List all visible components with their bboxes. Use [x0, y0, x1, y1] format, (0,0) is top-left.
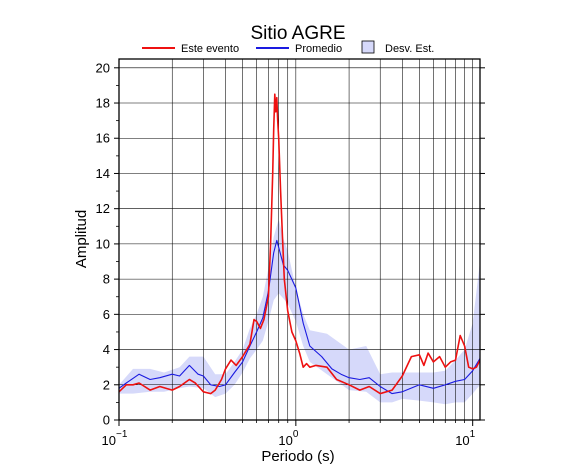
- chart-title: Sitio AGRE: [250, 23, 345, 44]
- x-tick-label: 10 −1: [102, 429, 128, 448]
- x-tick-label-exponent: 1: [470, 429, 476, 440]
- x-tick-label-base: 10: [102, 433, 116, 448]
- legend-label: Desv. Est.: [385, 43, 434, 55]
- x-tick-label-exponent: −1: [116, 429, 128, 440]
- y-tick-label: 16: [96, 131, 110, 146]
- x-tick-label-base: 10: [278, 433, 292, 448]
- x-tick-label-exponent: 0: [293, 429, 299, 440]
- legend-item: Promedio: [256, 43, 342, 55]
- legend-item: Este evento: [142, 43, 239, 55]
- legend-patch-swatch: [361, 40, 375, 54]
- x-tick-label-base: 10: [455, 433, 469, 448]
- legend-label: Este evento: [181, 43, 239, 55]
- y-tick-label: 0: [103, 413, 110, 428]
- std-dev-band: [119, 219, 480, 405]
- x-tick-label: 10 1: [455, 429, 475, 448]
- series-line-este-evento: [119, 93, 480, 395]
- chart-legend: Este evento Promedio Desv. Est.: [142, 40, 434, 55]
- y-tick-label: 18: [96, 96, 110, 111]
- y-tick-label: 10: [96, 236, 110, 251]
- x-axis-label: Periodo (s): [261, 448, 334, 465]
- y-tick-label: 12: [96, 201, 110, 216]
- y-tick-label: 6: [103, 307, 110, 322]
- y-tick-label: 14: [96, 166, 110, 181]
- x-tick-label: 10 0: [278, 429, 298, 448]
- legend-label: Promedio: [295, 43, 342, 55]
- plot-frame: [118, 58, 481, 421]
- y-tick-label: 4: [103, 342, 110, 357]
- plot-area: [118, 58, 481, 421]
- series-line-promedio: [119, 239, 480, 395]
- y-tick-label: 2: [103, 377, 110, 392]
- y-tick-label: 20: [96, 60, 110, 75]
- y-tick-label: 8: [103, 272, 110, 287]
- legend-item: Desv. Est.: [361, 40, 434, 55]
- y-axis-label: Amplitud: [73, 210, 90, 268]
